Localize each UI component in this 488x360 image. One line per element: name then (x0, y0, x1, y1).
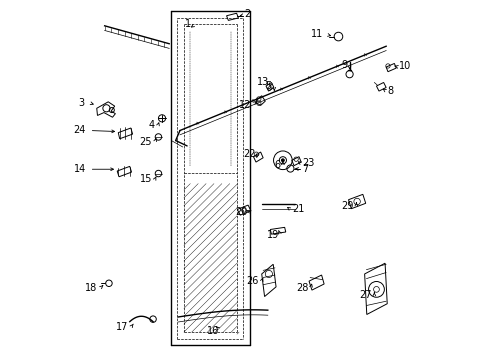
Text: 7: 7 (301, 164, 307, 174)
Text: 20: 20 (235, 207, 247, 217)
Text: 26: 26 (246, 276, 258, 286)
Text: 29: 29 (341, 201, 353, 211)
Text: 13: 13 (256, 77, 268, 87)
Circle shape (281, 159, 284, 162)
Text: 2: 2 (244, 9, 250, 19)
Text: 28: 28 (295, 283, 308, 293)
Text: 6: 6 (274, 160, 280, 170)
Text: 23: 23 (302, 158, 314, 168)
Text: 21: 21 (291, 204, 304, 215)
Text: 27: 27 (359, 291, 371, 301)
Text: 10: 10 (398, 61, 410, 71)
Text: 5: 5 (265, 81, 271, 91)
Text: 3: 3 (79, 98, 85, 108)
Text: 19: 19 (267, 230, 279, 239)
Text: 15: 15 (139, 174, 152, 184)
Text: 11: 11 (310, 29, 323, 39)
Text: 1: 1 (185, 19, 191, 29)
Text: 17: 17 (115, 322, 128, 332)
Text: 4: 4 (148, 121, 155, 130)
Text: 14: 14 (74, 163, 86, 174)
Text: 24: 24 (74, 125, 86, 135)
Text: 8: 8 (386, 86, 392, 96)
Text: 22: 22 (242, 149, 255, 159)
Text: 12: 12 (238, 100, 250, 110)
Text: 18: 18 (85, 283, 97, 293)
Text: 9: 9 (341, 60, 347, 70)
Text: 16: 16 (207, 325, 219, 336)
Text: 25: 25 (139, 138, 152, 147)
